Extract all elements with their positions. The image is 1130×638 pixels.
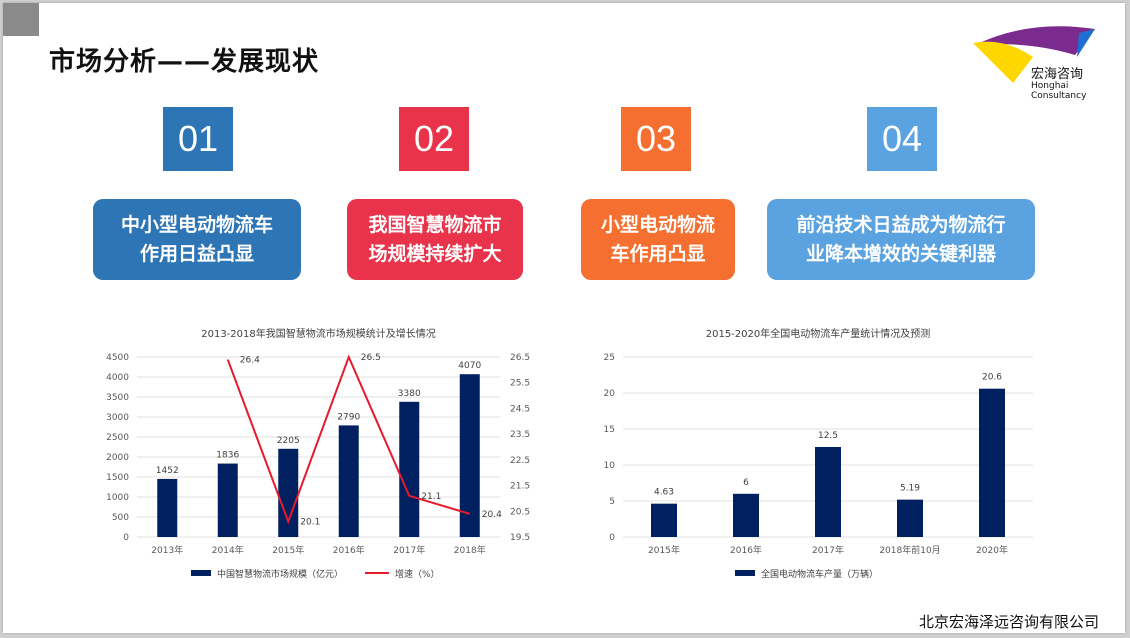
- bar: [278, 448, 299, 537]
- bar: [979, 388, 1005, 537]
- legend-swatch-bar: [735, 570, 755, 576]
- y2-tick-label: 24.5: [510, 404, 530, 414]
- y-tick-label: 500: [112, 513, 129, 523]
- point-number-4: 04: [867, 107, 937, 171]
- y-tick-label: 10: [604, 461, 616, 471]
- x-tick-label: 2015年: [648, 544, 680, 556]
- bar: [338, 425, 359, 537]
- bar-value-label: 4070: [458, 361, 481, 371]
- point-text-line2: 作用日益凸显: [139, 242, 254, 265]
- x-tick-label: 2017年: [812, 544, 844, 556]
- bar-value-label: 2790: [337, 412, 360, 422]
- y-tick-label: 2500: [106, 433, 129, 443]
- x-tick-label: 2014年: [212, 544, 244, 556]
- bar: [217, 463, 238, 537]
- point-text-line2: 车作用凸显: [610, 242, 706, 265]
- bar: [897, 499, 923, 537]
- bar-value-label: 20.6: [982, 373, 1002, 383]
- x-tick-label: 2018年: [454, 544, 486, 556]
- bar-value-label: 2205: [277, 436, 300, 446]
- line-value-label: 26.4: [240, 356, 260, 366]
- y-tick-label: 15: [604, 425, 615, 435]
- point-number-1: 01: [163, 107, 233, 171]
- point-card-3: 小型电动物流 车作用凸显: [581, 199, 735, 280]
- point-number-3: 03: [621, 107, 691, 171]
- point-number-2: 02: [399, 107, 469, 171]
- point-text-line2: 业降本增效的关键利器: [805, 242, 996, 265]
- x-tick-label: 2013年: [151, 544, 183, 556]
- point-card-1: 中小型电动物流车 作用日益凸显: [93, 199, 301, 280]
- y-tick-label: 3500: [106, 393, 129, 403]
- line-value-label: 20.4: [482, 510, 502, 520]
- y-tick-label: 3000: [106, 413, 129, 423]
- honghai-logo-icon: [973, 26, 1095, 83]
- line-value-label: 20.1: [300, 518, 320, 528]
- y-tick-label: 0: [123, 533, 129, 543]
- x-tick-label: 2015年: [272, 544, 304, 556]
- page-title: 市场分析——发展现状: [49, 47, 320, 77]
- y-tick-label: 25: [604, 353, 615, 363]
- y-tick-label: 0: [609, 533, 615, 543]
- slide-corner-marker: [3, 3, 39, 36]
- y-tick-label: 5: [609, 497, 615, 507]
- bar: [815, 447, 841, 537]
- bar-value-label: 12.5: [818, 431, 838, 441]
- point-text: 小型电动物流 车作用凸显: [601, 211, 715, 269]
- point-text-line1: 中小型电动物流车: [120, 213, 273, 236]
- y-tick-label: 20: [604, 389, 616, 399]
- chart-ev-production: 2015-2020年全国电动物流车产量统计情况及预测 0 5 10 15 20 25 4.63…: [604, 327, 1033, 580]
- x-tick-label: 2016年: [333, 544, 365, 556]
- point-text-line1: 我国智慧物流市: [368, 213, 502, 236]
- y-tick-label: 2000: [106, 453, 129, 463]
- growth-line: [226, 354, 471, 525]
- legend-swatch-bar: [191, 570, 211, 576]
- company-footer: 北京宏海泽远咨询有限公司: [919, 613, 1100, 631]
- point-text-line2: 场规模持续扩大: [368, 242, 502, 265]
- bar: [733, 493, 759, 537]
- point-card-2: 我国智慧物流市 场规模持续扩大: [347, 199, 523, 280]
- y2-tick-label: 19.5: [510, 533, 530, 543]
- y-tick-label: 1000: [106, 493, 129, 503]
- bar-value-label: 4.63: [654, 488, 674, 498]
- slide: 市场分析——发展现状 宏海咨询 Honghai Consultancy 01 中小…: [3, 3, 1125, 633]
- chart-title: 2015-2020年全国电动物流车产量统计情况及预测: [706, 327, 931, 340]
- line-value-label: 21.1: [421, 492, 441, 502]
- point-text-line1: 小型电动物流: [600, 213, 715, 236]
- point-text: 中小型电动物流车 作用日益凸显: [121, 211, 273, 269]
- y2-tick-label: 21.5: [510, 482, 530, 492]
- bar: [459, 374, 480, 537]
- point-text: 前沿技术日益成为物流行 业降本增效的关键利器: [796, 211, 1005, 269]
- chart-title: 2013-2018年我国智慧物流市场规模统计及增长情况: [201, 327, 436, 340]
- x-tick-label: 2018年前10月: [879, 544, 940, 556]
- bar-value-label: 1452: [156, 466, 179, 476]
- y2-tick-label: 25.5: [510, 379, 530, 389]
- x-tick-label: 2020年: [976, 544, 1008, 556]
- y2-tick-label: 23.5: [510, 430, 530, 440]
- y-tick-label: 1500: [106, 473, 129, 483]
- x-tick-label: 2017年: [393, 544, 425, 556]
- y-tick-label: 4500: [106, 353, 129, 363]
- bar: [157, 478, 178, 537]
- y2-tick-label: 26.5: [510, 353, 530, 363]
- legend-label-bar: 中国智慧物流市场规模（亿元）: [217, 568, 343, 580]
- y2-tick-label: 22.5: [510, 456, 530, 466]
- bar-value-label: 5.19: [900, 484, 920, 494]
- bar-value-label: 3380: [398, 389, 421, 399]
- legend-label-line: 增速（%）: [395, 568, 440, 580]
- chart-smart-logistics: 2013-2018年我国智慧物流市场规模统计及增长情况 0 500 1000 1500 2…: [106, 327, 530, 580]
- y2-tick-label: 20.5: [510, 507, 530, 517]
- x-tick-label: 2016年: [730, 544, 762, 556]
- legend-label-bar: 全国电动物流车产量（万辆）: [761, 568, 878, 580]
- bar-value-label: 1836: [216, 451, 239, 461]
- line-value-label: 26.5: [361, 353, 381, 363]
- logo-name-en: Honghai Consultancy: [1031, 81, 1087, 101]
- bar: [399, 401, 420, 537]
- point-card-4: 前沿技术日益成为物流行 业降本增效的关键利器: [767, 199, 1035, 280]
- point-text: 我国智慧物流市 场规模持续扩大: [368, 211, 501, 269]
- logo-name-cn: 宏海咨询: [1031, 67, 1084, 82]
- bar-value-label: 6: [743, 478, 749, 488]
- bar: [651, 503, 677, 537]
- point-text-line1: 前沿技术日益成为物流行: [796, 213, 1006, 236]
- y-tick-label: 4000: [106, 373, 129, 383]
